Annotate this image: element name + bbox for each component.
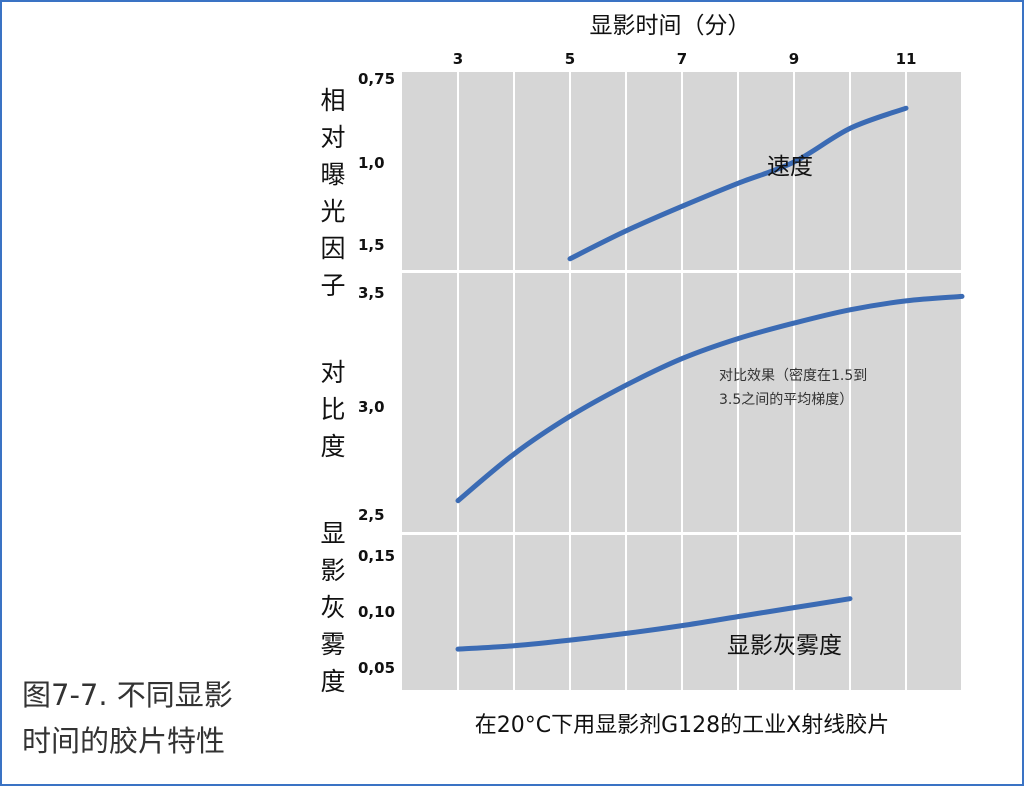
x-tick-label: 7 — [677, 50, 687, 68]
speed-y-axis-label: 相对曝光因子 — [320, 86, 346, 300]
fog-series-line — [455, 596, 853, 652]
x-tick-label: 9 — [789, 50, 799, 68]
contrast-series-line — [455, 293, 965, 504]
curves-layer — [455, 105, 965, 652]
fog-y-tick-label: 0,15 — [358, 547, 395, 565]
speed-y-tick-label: 1,5 — [358, 236, 385, 254]
chart-bottom-title: 在20°C下用显影剂G128的工业X射线胶片 — [474, 713, 890, 738]
grid-layer — [457, 72, 963, 690]
contrast-series-label-line1: 对比效果（密度在1.5到 — [719, 367, 867, 384]
ticks-layer: 3 5 7 9 11 0,75 1,0 1,5 3,5 3,0 2,5 0,15 0,10 0,05 — [358, 50, 916, 677]
contrast-y-tick-label: 3,0 — [358, 398, 385, 416]
speed-y-tick-label: 0,75 — [358, 70, 395, 88]
figure-caption-line1: 图7-7. 不同显影 — [22, 678, 233, 712]
x-tick-label: 3 — [453, 50, 463, 68]
speed-y-tick-label: 1,0 — [358, 154, 385, 172]
speed-series-line — [567, 105, 909, 262]
x-tick-label: 11 — [896, 50, 917, 68]
contrast-series-label-line2: 3.5之间的平均梯度） — [719, 392, 853, 408]
speed-series-label: 速度 — [767, 154, 813, 180]
contrast-y-tick-label: 3,5 — [358, 284, 385, 302]
fog-y-tick-label: 0,05 — [358, 659, 395, 677]
fog-y-tick-label: 0,10 — [358, 603, 395, 621]
x-axis-title: 显影时间（分） — [589, 13, 751, 39]
fog-series-label: 显影灰雾度 — [727, 633, 842, 659]
fog-y-axis-label: 显影灰雾度 — [320, 519, 346, 696]
contrast-y-axis-label: 对比度 — [320, 358, 346, 461]
x-tick-label: 5 — [565, 50, 575, 68]
figure-caption-line2: 时间的胶片特性 — [22, 724, 226, 758]
contrast-y-tick-label: 2,5 — [358, 506, 385, 524]
